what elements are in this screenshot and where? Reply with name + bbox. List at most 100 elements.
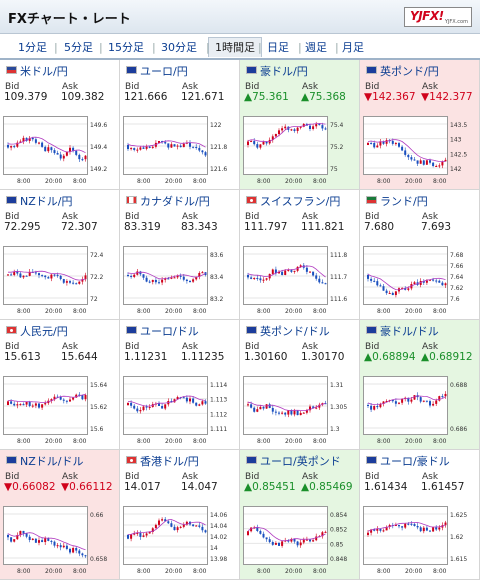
pair-name-link[interactable]: 人民元/円	[20, 325, 68, 338]
candle-body	[315, 536, 318, 541]
pair-name-link[interactable]: 英ポンド/円	[380, 65, 439, 78]
pair-name-link[interactable]: ユーロ/英ポンド	[260, 455, 341, 468]
tab-7[interactable]: 月足	[342, 41, 364, 54]
candle-body	[305, 410, 308, 413]
rate-card[interactable]: ユーロ/ドル Bid Ask 1.11231 1.11235 1.114 1.113 1.11…	[120, 320, 240, 450]
candle-body	[195, 525, 198, 527]
chart-y-tick: 0.848	[330, 556, 347, 563]
candle-body	[290, 129, 293, 131]
pair-name-link[interactable]: ユーロ/豪ドル	[380, 455, 450, 468]
tab-3[interactable]: 30分足	[161, 41, 197, 54]
candle-body	[185, 279, 188, 281]
candle-body	[148, 532, 151, 534]
candle-body	[53, 150, 56, 154]
chart-x-tick: 20:00	[45, 438, 62, 445]
pair-name-link[interactable]: 香港ドル/円	[140, 455, 199, 468]
yjfx-logo[interactable]: YJFX! YJFX.com	[404, 7, 472, 27]
tab-6[interactable]: 週足	[305, 41, 327, 54]
pair-name-link[interactable]: スイスフラン/円	[260, 195, 341, 208]
candle-body	[133, 148, 136, 150]
rate-card[interactable]: 香港ドル/円 Bid Ask 14.017 14.047 14.06 14.04 14.02 1…	[120, 450, 240, 580]
candle-body	[312, 271, 315, 276]
moving-average-line	[7, 136, 86, 154]
rate-card[interactable]: カナダドル/円 Bid Ask 83.319 83.343 83.6 83.4 83.2 8:0…	[120, 190, 240, 320]
chart-x-tick: 8:00	[377, 568, 391, 575]
chart-x-tick: 8:00	[137, 308, 151, 315]
ask-value: 111.821	[301, 221, 345, 233]
candle-body	[31, 137, 34, 140]
candle-body	[7, 401, 9, 405]
rate-card[interactable]: 人民元/円 Bid Ask 15.613 15.644 15.64 15.62 15.6 8:0…	[0, 320, 120, 450]
tab-1[interactable]: 5分足	[64, 41, 93, 54]
rate-card[interactable]: ユーロ/英ポンド Bid Ask ▲0.85451 ▲0.85469 0.854 0.852…	[240, 450, 360, 580]
pair-name-link[interactable]: NZドル/円	[20, 195, 73, 208]
candle-body	[376, 145, 379, 148]
rate-card[interactable]: ユーロ/豪ドル Bid Ask 1.61434 1.61457 1.625 1.62 1.61…	[360, 450, 480, 580]
candle-body	[444, 522, 447, 526]
tab-0[interactable]: 1分足	[18, 41, 47, 54]
candle-body	[435, 166, 438, 167]
rate-card[interactable]: 豪ドル/円 Bid Ask ▲75.361 ▲75.368 75.4 75.2 75 8:00 2…	[240, 60, 360, 190]
mini-chart[interactable]: 7.687.667.647.627.68:00 20:00 8:00	[363, 242, 477, 318]
rate-card[interactable]: 米ドル/円 Bid Ask 109.379 109.382 149.6 149.4 149.2…	[0, 60, 120, 190]
rate-card[interactable]: NZドル/円 Bid Ask 72.295 72.307 72.4 72.2 72 8:00 20…	[0, 190, 120, 320]
rate-card[interactable]: 英ポンド/ドル Bid Ask 1.30160 1.30170 1.31 1.305 1.3 8…	[240, 320, 360, 450]
chart-y-tick: 14.04	[210, 523, 227, 530]
mini-chart[interactable]: 83.683.483.28:00 20:00 8:00	[123, 242, 237, 318]
tab-separator: |	[335, 41, 339, 54]
pair-name-link[interactable]: ランド/円	[380, 195, 428, 208]
pair-name-link[interactable]: ユーロ/円	[140, 65, 188, 78]
candle-body	[247, 404, 249, 406]
candle-body	[262, 533, 265, 538]
ask-label: Ask	[182, 82, 199, 92]
candle-body	[139, 533, 142, 537]
candle-body	[278, 271, 280, 274]
candle-body	[318, 278, 321, 283]
chart-x-tick: 8:00	[433, 438, 447, 445]
tab-2[interactable]: 15分足	[108, 41, 144, 54]
pair-name-link[interactable]: 米ドル/円	[20, 65, 68, 78]
candle-body	[31, 405, 34, 407]
candle-body	[170, 523, 173, 527]
candle-body	[78, 281, 81, 284]
candle-body	[394, 525, 397, 527]
candle-body	[309, 539, 311, 542]
bid-value: 15.613	[4, 351, 41, 363]
tab-5[interactable]: 日足	[267, 41, 289, 54]
rate-card[interactable]: 豪ドル/ドル Bid Ask ▲0.68894 ▲0.68912 0.688 0.686 8:…	[360, 320, 480, 450]
rate-card[interactable]: スイスフラン/円 Bid Ask 111.797 111.821 111.8 111.7 11…	[240, 190, 360, 320]
rate-card[interactable]: NZドル/ドル Bid Ask ▼0.66082 ▼0.66112 0.66 0.658 8:…	[0, 450, 120, 580]
rate-card[interactable]: 英ポンド/円 Bid Ask ▼142.367 ▼142.377 143.5 143 142.…	[360, 60, 480, 190]
pair-name-link[interactable]: 英ポンド/ドル	[260, 325, 330, 338]
pair-name-link[interactable]: ユーロ/ドル	[140, 325, 199, 338]
candle-body	[136, 533, 139, 535]
candle-body	[262, 279, 265, 281]
pair-name-link[interactable]: 豪ドル/ドル	[380, 325, 439, 338]
uk-flag-icon	[366, 66, 377, 74]
rate-card[interactable]: ランド/円 Bid Ask 7.680 7.693 7.68 7.66 7.64 7.62 7.6…	[360, 190, 480, 320]
candle-body	[373, 280, 376, 282]
candle-body	[296, 410, 299, 416]
candle-body	[247, 141, 249, 145]
candle-body	[34, 403, 37, 406]
pair-name-link[interactable]: カナダドル/円	[140, 195, 210, 208]
rate-card[interactable]: ユーロ/円 Bid Ask 121.666 121.671 122 121.8 121.6 8:…	[120, 60, 240, 190]
pair-name-link[interactable]: 豪ドル/円	[260, 65, 308, 78]
pair-name-link[interactable]: NZドル/ドル	[20, 455, 84, 468]
moving-average-line	[367, 522, 446, 532]
tab-4[interactable]: 1時間足	[208, 37, 262, 57]
